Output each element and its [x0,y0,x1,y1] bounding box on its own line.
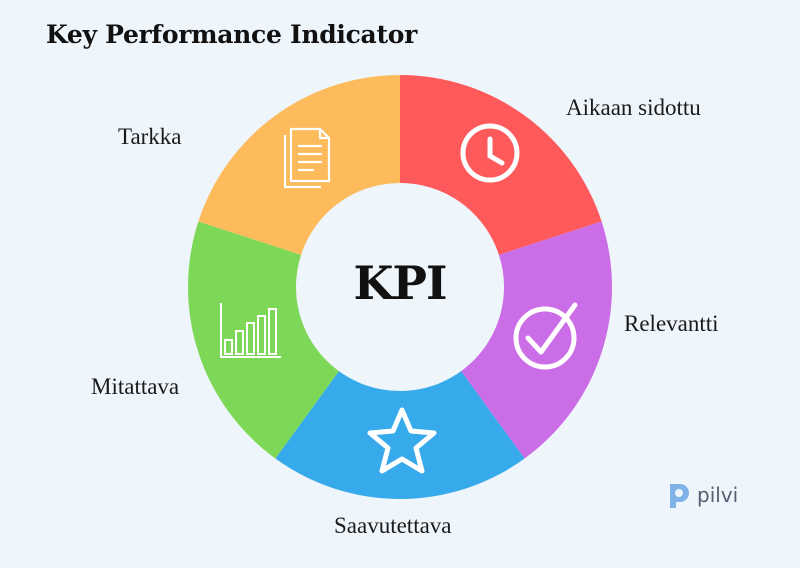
star-icon [367,407,437,474]
page-title: Key Performance Indicator [46,20,417,49]
label-saavutettava: Saavutettava [334,513,452,538]
pilvi-logo: pilvi [665,478,745,512]
document-icon [283,127,331,189]
label-aikaan-sidottu: Aikaan sidottu [566,95,701,120]
checkmark-icon [513,302,578,370]
center-label: KPI [353,256,447,310]
center-circle [296,183,504,391]
label-tarkka: Tarkka [118,124,182,149]
cloud-p-icon [670,484,689,508]
clock-icon [460,123,520,183]
label-mitattava: Mitattava [91,374,180,399]
logo-text: pilvi [697,483,739,507]
segment-saavutettava [275,287,525,499]
bar-chart-icon [220,303,281,358]
label-relevantti: Relevantti [624,311,719,336]
